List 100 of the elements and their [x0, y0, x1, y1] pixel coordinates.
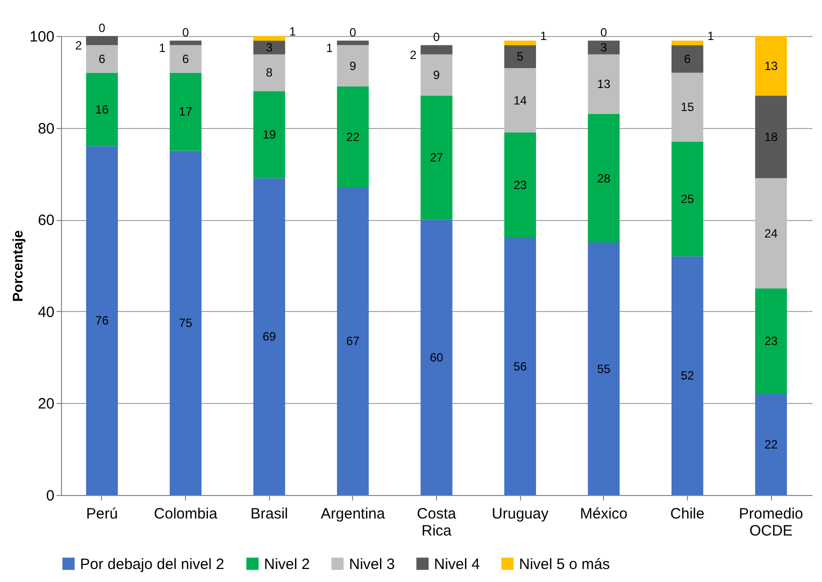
- bar: [170, 45, 202, 73]
- legend-label: Nivel 4: [434, 556, 480, 573]
- bar: [755, 178, 787, 288]
- legend-label: Por debajo del nivel 2: [80, 556, 224, 573]
- bar: [504, 68, 536, 132]
- bar: [588, 114, 620, 243]
- data-label: 1: [326, 40, 334, 55]
- data-label: 9: [433, 68, 440, 82]
- data-label: 0: [600, 26, 608, 40]
- bar: [588, 40, 620, 54]
- data-label: 1: [707, 28, 714, 43]
- bar: [336, 40, 369, 46]
- data-label: 1: [158, 40, 166, 55]
- x-tick-label: Chile: [670, 506, 704, 522]
- data-label: 8: [266, 66, 273, 80]
- data-label: 6: [98, 52, 106, 66]
- data-label: 0: [350, 26, 357, 40]
- x-tick-label: México: [580, 506, 628, 522]
- bar: [504, 132, 536, 238]
- bar: [253, 54, 286, 92]
- x-tick-label: Promedio OCDE: [738, 506, 804, 540]
- data-label: 1: [289, 24, 296, 38]
- data-label: 0: [182, 26, 190, 40]
- x-tick-label: Brasil: [250, 506, 288, 522]
- data-label: 25: [680, 192, 694, 206]
- legend-label: Nivel 5 o más: [519, 556, 610, 573]
- data-label: 55: [597, 362, 611, 376]
- x-tick-label: Argentina: [320, 506, 386, 522]
- bar: [672, 40, 704, 46]
- data-label: 16: [95, 102, 109, 116]
- data-label: 9: [350, 58, 357, 73]
- data-label: 15: [680, 100, 694, 114]
- data-label: 3: [600, 40, 608, 54]
- data-label: 23: [513, 178, 528, 192]
- data-label: 28: [597, 171, 611, 186]
- data-label: 3: [266, 40, 273, 54]
- bar: [420, 45, 452, 54]
- bar: [672, 142, 704, 256]
- bar: [504, 40, 536, 46]
- legend-label: Nivel 2: [264, 556, 310, 573]
- data-label: 23: [764, 334, 778, 348]
- data-label: 5: [516, 50, 524, 64]
- bar: [420, 96, 452, 220]
- data-label: 14: [513, 93, 528, 108]
- bar: [755, 36, 787, 96]
- x-tick-label: Costa Rica: [416, 506, 457, 540]
- bar: [336, 45, 369, 86]
- y-tick-label: 80: [38, 120, 54, 138]
- data-label: 18: [764, 130, 778, 144]
- bar: [253, 40, 286, 54]
- bar: [504, 45, 536, 68]
- data-label: 52: [680, 368, 694, 383]
- bar: [170, 40, 202, 46]
- data-label: 19: [262, 128, 276, 142]
- data-label: 13: [597, 77, 611, 92]
- data-label: 69: [262, 330, 276, 344]
- bar: [86, 146, 118, 495]
- bar: [86, 36, 118, 46]
- x-tick-label: Uruguay: [492, 506, 549, 522]
- x-tick-label: Perú: [86, 506, 118, 522]
- bar: [336, 86, 369, 188]
- data-label: 67: [346, 334, 360, 348]
- x-tick-label: Colombia: [154, 506, 218, 522]
- data-label: 2: [410, 48, 417, 62]
- bar: [170, 72, 202, 151]
- data-label: 22: [346, 130, 360, 144]
- data-label: 56: [513, 359, 528, 374]
- data-label: 0: [433, 30, 440, 44]
- bar: [755, 394, 787, 495]
- data-label: 0: [98, 21, 106, 35]
- bar: [755, 96, 787, 178]
- data-label: 6: [684, 52, 692, 66]
- legend-label: Nivel 3: [349, 556, 395, 573]
- bar: [86, 72, 118, 146]
- data-label: 22: [764, 438, 778, 452]
- y-tick-label: 40: [38, 304, 54, 321]
- bar: [253, 36, 286, 41]
- bar: [253, 178, 286, 495]
- bar: [420, 54, 452, 96]
- bar: [588, 242, 620, 495]
- data-label: 76: [95, 314, 109, 328]
- data-label: 27: [430, 150, 444, 165]
- data-label: 1: [540, 28, 548, 43]
- y-tick-label: 20: [38, 396, 54, 413]
- bar: [755, 288, 787, 394]
- data-label: 17: [178, 104, 193, 119]
- bar: [170, 150, 202, 495]
- bar: [672, 72, 704, 142]
- data-label: 75: [178, 316, 193, 330]
- bar: [504, 238, 536, 495]
- data-label: 60: [430, 350, 444, 364]
- data-label: 24: [764, 226, 778, 240]
- data-label: 6: [182, 52, 190, 66]
- bar: [253, 91, 286, 178]
- bar: [672, 256, 704, 495]
- y-tick-label: 60: [38, 212, 54, 230]
- data-label: 13: [764, 58, 778, 73]
- bar: [672, 45, 704, 73]
- bar: [420, 220, 452, 495]
- bar: [86, 45, 118, 73]
